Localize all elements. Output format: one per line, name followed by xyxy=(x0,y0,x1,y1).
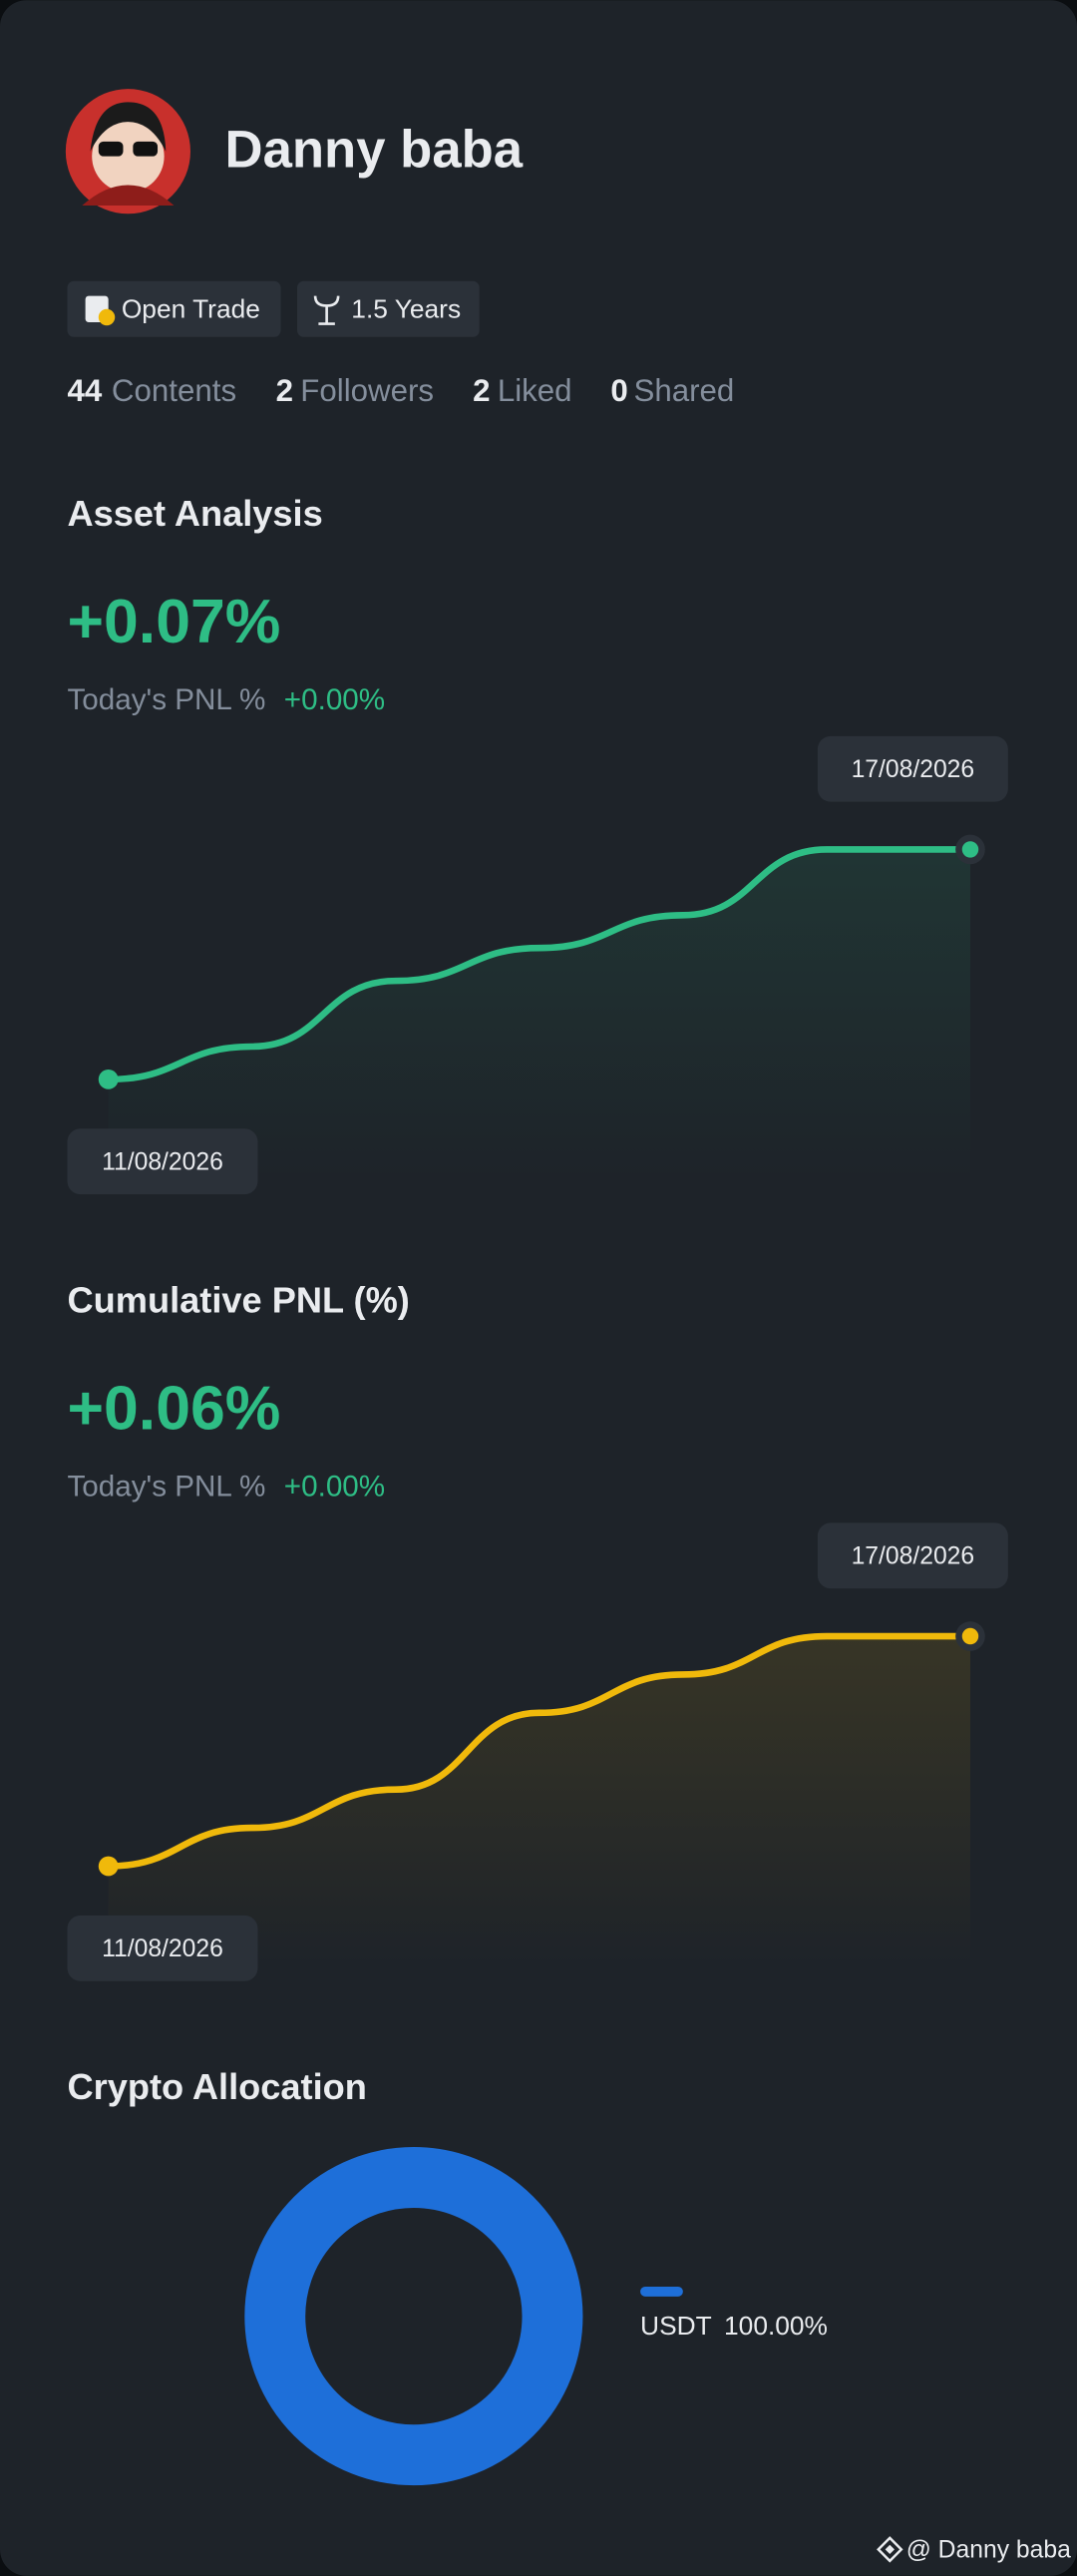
stat-count: 2 xyxy=(276,373,293,408)
start-point xyxy=(98,1856,119,1877)
line xyxy=(105,846,974,1083)
today-label: Today's PNL % xyxy=(68,683,266,716)
stat-label: Shared xyxy=(633,373,734,408)
section-title: Crypto Allocation xyxy=(68,2066,367,2107)
badge xyxy=(67,280,281,337)
stat-label: Liked xyxy=(498,373,572,408)
badge-label: Open Trade xyxy=(122,293,260,323)
today-label: Today's PNL % xyxy=(68,1471,266,1503)
area-fill xyxy=(108,1636,970,1966)
watermark-icon xyxy=(877,2536,903,2563)
date-label: 17/08/2026 xyxy=(852,756,975,783)
legend-label: USDT xyxy=(640,2311,712,2341)
end-point xyxy=(961,1627,979,1645)
legend-swatch xyxy=(640,2286,683,2297)
headline-value: +0.06% xyxy=(68,1374,281,1444)
donut-segment xyxy=(244,2147,583,2486)
user-name: Danny baba xyxy=(225,120,524,179)
area-fill xyxy=(108,849,970,1180)
stat-count: 2 xyxy=(473,373,490,408)
watermark: @ Danny baba xyxy=(906,2537,1071,2564)
stat-count: 44 xyxy=(68,373,103,408)
stat-label: Followers xyxy=(300,373,434,408)
trade-icon xyxy=(85,295,116,326)
end-point xyxy=(961,841,979,858)
legend-value: 100.00% xyxy=(724,2311,828,2341)
badge-label: 1.5 Years xyxy=(351,293,461,323)
section-title: Asset Analysis xyxy=(68,493,323,534)
date-tooltip xyxy=(67,1915,258,1981)
avatar xyxy=(65,89,190,215)
date-tooltip xyxy=(67,1128,258,1195)
start-point xyxy=(98,1070,119,1089)
date-tooltip xyxy=(817,1522,1008,1589)
headline-value: +0.07% xyxy=(68,587,281,656)
date-label: 17/08/2026 xyxy=(852,1543,975,1570)
section-title: Cumulative PNL (%) xyxy=(68,1279,410,1320)
date-label: 11/08/2026 xyxy=(102,1935,223,1962)
badge xyxy=(296,280,480,337)
stat-count: 0 xyxy=(610,373,627,408)
today-value: +0.00% xyxy=(284,683,385,716)
sprout-icon xyxy=(313,295,340,325)
stat-label: Contents xyxy=(112,373,236,408)
today-value: +0.00% xyxy=(284,1471,385,1503)
date-label: 11/08/2026 xyxy=(102,1148,223,1175)
line xyxy=(105,1632,974,1870)
date-tooltip xyxy=(817,735,1008,802)
